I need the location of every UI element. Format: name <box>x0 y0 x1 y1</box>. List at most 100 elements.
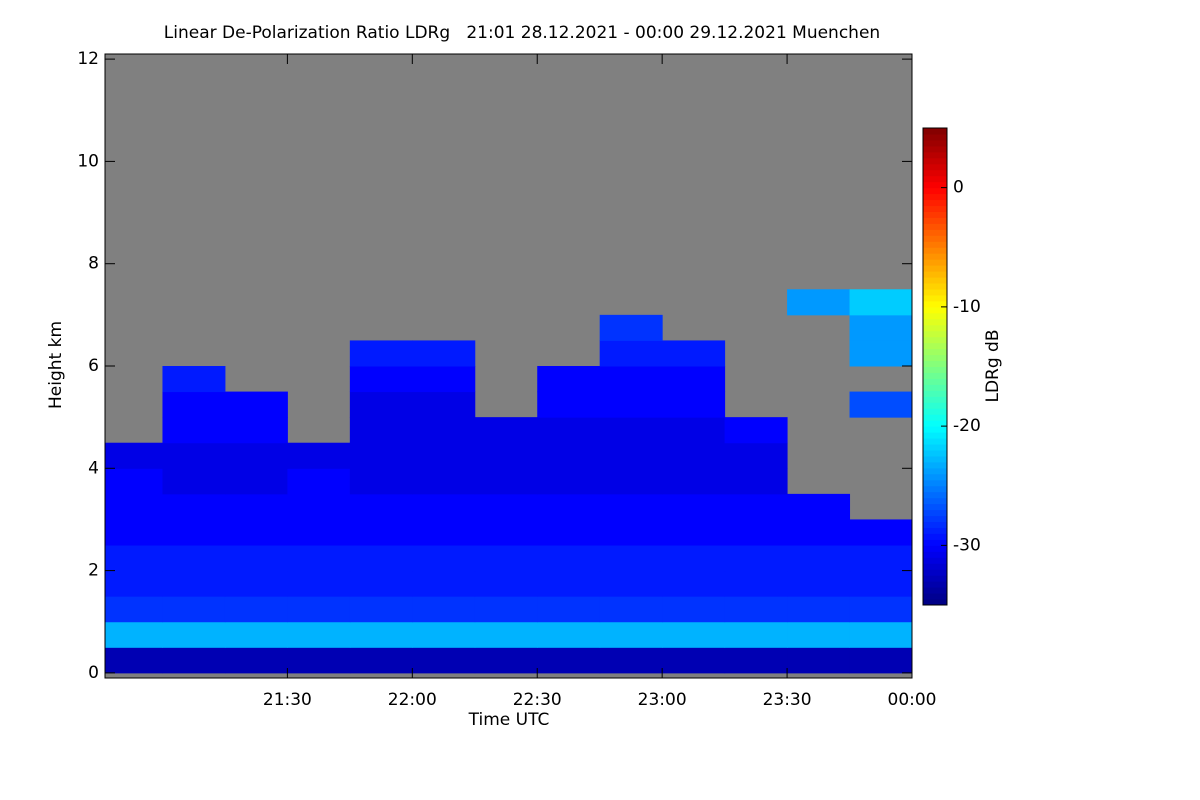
colorbar-step <box>923 193 947 201</box>
colorbar-step <box>923 205 947 212</box>
colorbar-tick-label: -20 <box>953 416 981 436</box>
colorbar-step <box>923 479 947 487</box>
heatmap-cell <box>287 493 351 520</box>
colorbar-step <box>923 497 947 505</box>
heatmap-cell <box>224 519 288 546</box>
heatmap-cell <box>105 621 163 648</box>
heatmap-cell <box>662 468 726 495</box>
heatmap-cell <box>162 493 226 520</box>
heatmap-cell <box>662 417 726 444</box>
heatmap-cell <box>224 596 288 623</box>
colorbar-step <box>923 449 947 457</box>
heatmap-cell <box>599 519 663 546</box>
colorbar-step <box>923 139 947 147</box>
colorbar-step <box>923 587 947 594</box>
colorbar-step <box>923 283 947 290</box>
heatmap-cell <box>224 493 288 520</box>
colorbar-step <box>923 247 947 254</box>
heatmap-cell <box>105 570 163 597</box>
heatmap-cell <box>537 596 601 623</box>
x-tick-label: 23:00 <box>638 690 687 710</box>
y-axis-label: Height km <box>46 321 66 409</box>
heatmap-cell <box>412 417 476 444</box>
heatmap-cell <box>787 519 851 546</box>
colorbar-step <box>923 330 947 338</box>
heatmap-cell <box>599 493 663 520</box>
colorbar-step <box>923 265 947 272</box>
heatmap-cell <box>724 493 788 520</box>
colorbar-step <box>923 593 947 600</box>
heatmap-cell <box>474 468 538 495</box>
heatmap-cell <box>537 493 601 520</box>
heatmap-cell <box>537 442 601 469</box>
heatmap-cell <box>162 391 226 418</box>
colorbar-step <box>923 521 947 528</box>
colorbar-step <box>923 181 947 189</box>
colorbar-step <box>923 551 947 558</box>
colorbar-step <box>923 402 947 409</box>
heatmap-cell <box>287 545 351 572</box>
heatmap-cell <box>287 647 351 674</box>
colorbar-step <box>923 187 947 195</box>
heatmap-cell <box>474 519 538 546</box>
heatmap-cell <box>349 647 413 674</box>
colorbar: 0 -10 -20 -30 <box>922 127 981 606</box>
heatmap-cell <box>599 545 663 572</box>
heatmap-cell <box>599 366 663 393</box>
heatmap-cell <box>162 545 226 572</box>
colorbar-step <box>923 133 947 141</box>
heatmap-cell <box>349 468 413 495</box>
heatmap-cell <box>537 519 601 546</box>
heatmap-cell <box>662 570 726 597</box>
plot-area <box>105 54 913 678</box>
heatmap-cell <box>105 647 163 674</box>
heatmap-cell <box>224 570 288 597</box>
colorbar-step <box>923 312 947 320</box>
colorbar-step <box>923 563 947 570</box>
heatmap-cell <box>412 340 476 367</box>
x-tick-label: 23:30 <box>763 690 812 710</box>
heatmap-cell <box>412 596 476 623</box>
heatmap-cell <box>349 391 413 418</box>
heatmap-cell <box>599 570 663 597</box>
heatmap-cell <box>474 621 538 648</box>
chart-title: Linear De-Polarization Ratio LDRg 21:01 … <box>164 23 880 43</box>
colorbar-step <box>923 151 947 159</box>
heatmap-cell <box>224 545 288 572</box>
heatmap-cell <box>162 621 226 648</box>
heatmap-cell <box>599 340 663 367</box>
heatmap-cell <box>599 596 663 623</box>
colorbar-step <box>923 515 947 523</box>
heatmap-cell <box>412 545 476 572</box>
heatmap-cell <box>287 621 351 648</box>
y-tick-label: 0 <box>88 663 99 683</box>
heatmap-cell <box>537 570 601 597</box>
heatmap-cell <box>474 647 538 674</box>
heatmap-cell <box>724 442 788 469</box>
heatmap-cell <box>224 468 288 495</box>
heatmap-cell <box>849 391 913 418</box>
colorbar-step <box>923 533 947 540</box>
heatmap-cell <box>412 391 476 418</box>
heatmap-cell <box>537 366 601 393</box>
colorbar-step <box>923 366 947 373</box>
heatmap-cell <box>412 647 476 674</box>
colorbar-step <box>923 348 947 356</box>
heatmap-cell <box>349 570 413 597</box>
heatmap-cell <box>849 596 913 623</box>
heatmap-cell <box>162 519 226 546</box>
colorbar-step <box>923 509 947 517</box>
colorbar-step <box>923 461 947 469</box>
colorbar-step <box>923 455 947 463</box>
colorbar-step <box>923 259 947 266</box>
heatmap-cell <box>849 314 913 341</box>
heatmap-cell <box>724 647 788 674</box>
heatmap-cell <box>662 340 726 367</box>
colorbar-step <box>923 277 947 284</box>
heatmap-cell <box>537 545 601 572</box>
y-tick-label: 8 <box>88 254 99 274</box>
heatmap-cell <box>349 545 413 572</box>
heatmap-cell <box>224 647 288 674</box>
colorbar-step <box>923 169 947 177</box>
